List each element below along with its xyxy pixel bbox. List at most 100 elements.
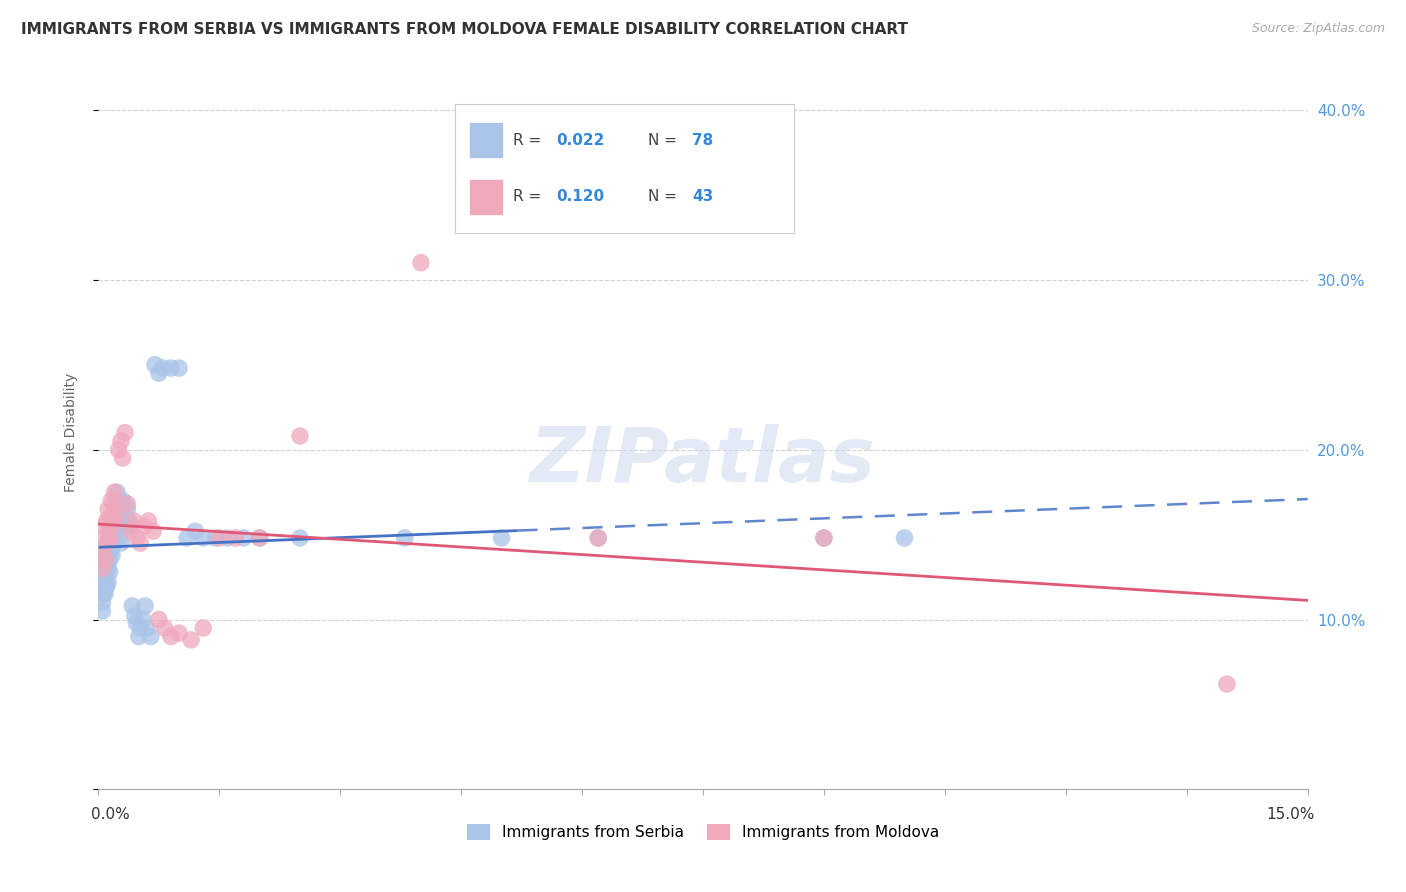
Point <box>103 510 125 524</box>
Point <box>101 524 124 538</box>
Point <box>153 621 176 635</box>
Text: ZIPatlas: ZIPatlas <box>530 425 876 498</box>
Point <box>160 361 183 376</box>
Point <box>111 514 134 528</box>
Point <box>94 553 117 567</box>
Point <box>148 613 170 627</box>
Point <box>110 536 132 550</box>
Point <box>124 609 146 624</box>
Point <box>138 514 160 528</box>
Point <box>91 565 114 579</box>
Point <box>91 561 114 575</box>
Point <box>103 485 125 500</box>
Point <box>107 442 129 457</box>
Point <box>129 621 152 635</box>
Point <box>98 553 121 567</box>
Point <box>409 256 432 270</box>
Point <box>97 519 120 533</box>
Point <box>96 514 118 528</box>
Point <box>96 565 118 579</box>
Point <box>184 524 207 538</box>
Point <box>120 524 142 538</box>
Point <box>93 531 115 545</box>
Point <box>98 565 121 579</box>
Point <box>97 561 120 575</box>
Point <box>1216 677 1239 691</box>
Point <box>394 531 416 545</box>
Point <box>111 451 134 466</box>
Legend: Immigrants from Serbia, Immigrants from Moldova: Immigrants from Serbia, Immigrants from … <box>461 818 945 846</box>
Point <box>108 514 131 528</box>
Point <box>167 361 190 376</box>
Point <box>288 429 311 443</box>
Point <box>134 599 156 613</box>
Point <box>91 604 114 618</box>
Point <box>94 519 117 533</box>
Point <box>586 531 609 545</box>
Point <box>96 578 118 592</box>
Point <box>94 582 117 596</box>
Point <box>101 497 124 511</box>
Point <box>114 425 136 440</box>
Point <box>104 519 127 533</box>
Point <box>100 536 122 550</box>
Point <box>143 358 166 372</box>
Point <box>193 531 215 545</box>
Point <box>97 502 120 516</box>
Point <box>94 570 117 584</box>
Point <box>108 531 131 545</box>
Point <box>128 630 150 644</box>
Point <box>139 630 162 644</box>
Point <box>105 485 128 500</box>
Point <box>249 531 271 545</box>
Point <box>94 587 117 601</box>
Text: IMMIGRANTS FROM SERBIA VS IMMIGRANTS FROM MOLDOVA FEMALE DISABILITY CORRELATION : IMMIGRANTS FROM SERBIA VS IMMIGRANTS FRO… <box>21 22 908 37</box>
Point <box>135 621 157 635</box>
Text: 15.0%: 15.0% <box>1267 807 1315 822</box>
Point <box>491 531 513 545</box>
Point <box>112 507 135 521</box>
Point <box>117 502 139 516</box>
Point <box>120 519 142 533</box>
Point <box>100 527 122 541</box>
Point <box>96 536 118 550</box>
Point <box>93 558 115 573</box>
Point <box>97 575 120 590</box>
Point <box>224 531 246 545</box>
Point <box>96 553 118 567</box>
Point <box>91 582 114 596</box>
Point <box>103 536 125 550</box>
Point <box>101 519 124 533</box>
Point <box>160 630 183 644</box>
Point <box>134 519 156 533</box>
Point <box>94 578 117 592</box>
Point <box>114 497 136 511</box>
Point <box>129 536 152 550</box>
Point <box>180 632 202 647</box>
Point <box>217 531 239 545</box>
Point <box>107 519 129 533</box>
Point <box>91 570 114 584</box>
Point <box>118 514 141 528</box>
Point <box>288 531 311 545</box>
Point <box>204 531 226 545</box>
Point <box>586 531 609 545</box>
Point <box>91 578 114 592</box>
Text: 0.0%: 0.0% <box>91 807 131 822</box>
Point <box>111 493 134 508</box>
Point <box>100 493 122 508</box>
Point <box>103 514 125 528</box>
Point <box>91 561 114 575</box>
Point <box>107 497 129 511</box>
Point <box>208 531 231 545</box>
Text: Source: ZipAtlas.com: Source: ZipAtlas.com <box>1251 22 1385 36</box>
Point <box>97 531 120 545</box>
Point <box>100 531 122 545</box>
Point <box>105 507 128 521</box>
Point <box>91 595 114 609</box>
Point <box>193 621 215 635</box>
Point <box>105 507 128 521</box>
Point <box>91 587 114 601</box>
Point <box>110 434 132 449</box>
Point <box>91 544 114 558</box>
